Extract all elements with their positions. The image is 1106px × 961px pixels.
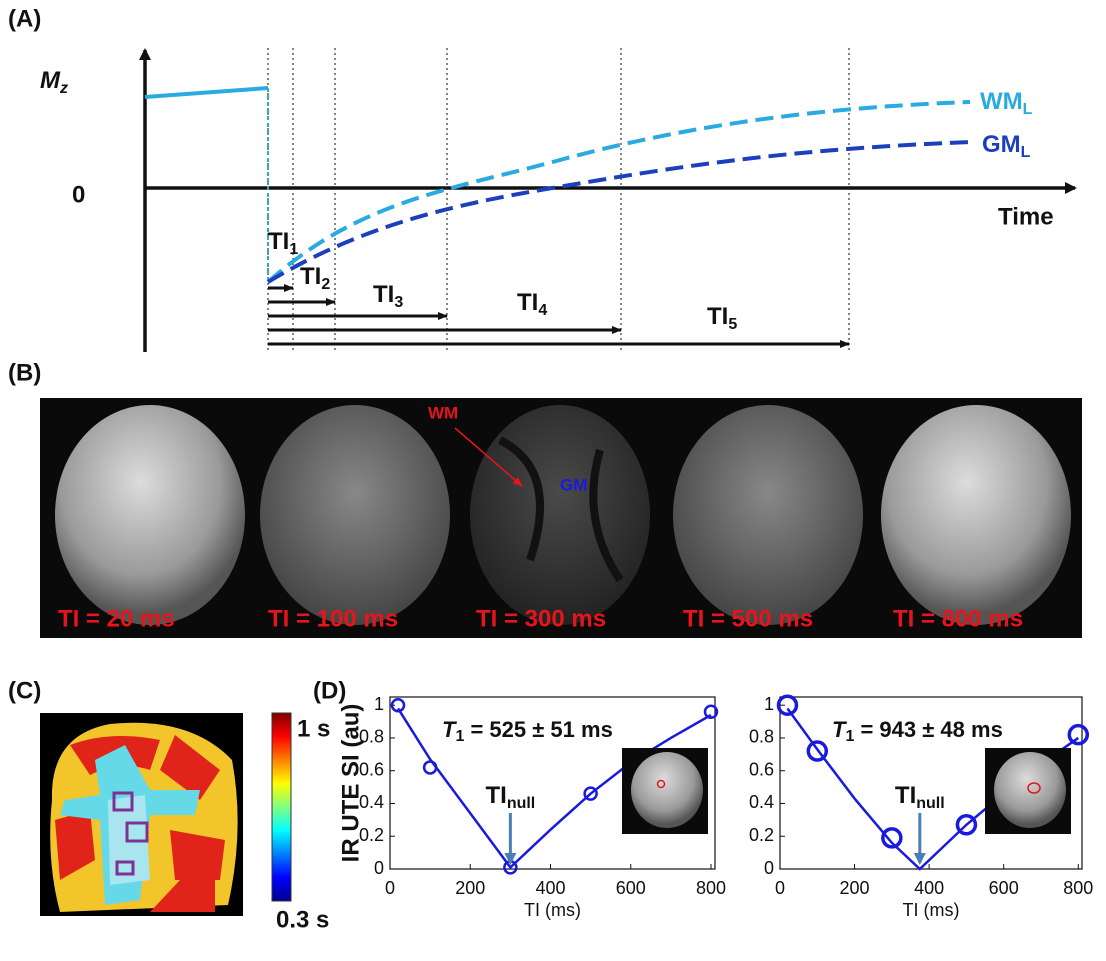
y-tick-label: 0 [764,858,774,878]
ti-label: TI5 [707,303,737,333]
inset [985,748,1071,834]
text: TI [485,782,506,809]
ti-label: TI2 [300,263,330,293]
ti-arrows [268,288,849,344]
subscript: 1 [289,241,298,258]
brain-image [260,405,450,625]
brain-image [470,405,650,625]
y-tick-label: 0.8 [749,727,774,747]
gm-label: GML [982,131,1031,161]
x-tick-label: 200 [455,878,485,898]
colorbar-label: 0.3 s [276,906,329,933]
panel-label: (B) [8,359,41,386]
ti-label: TI1 [268,228,298,258]
ti-label: TI4 [517,289,547,319]
dotted-lines [268,48,849,350]
ti-label: TI3 [373,281,403,311]
x-tick-label: 600 [616,878,646,898]
y-tick-label: 0.6 [749,759,774,779]
text: TI [895,782,916,809]
text: M [40,67,61,94]
subscript: z [59,80,68,97]
image-tiles [55,405,1071,625]
fit-annotation: T1 = 943 ± 48 ms [832,717,1003,745]
wm-curve [268,102,970,282]
panel-a: (A) Mz 0 Time WML GML TI1 TI2 TI3 TI4 [8,5,1075,352]
steady-state-curve [145,88,268,97]
text: TI [300,263,321,290]
colorbar-label: 1 s [297,715,330,742]
gm-label: GM [560,475,587,494]
y-tick-label: 0 [374,858,384,878]
y-tick-label: 0.4 [749,792,774,812]
panel-label: (C) [8,677,41,704]
panel-d: (D) 0 200 400 600 800 0 0.2 0.4 0.6 0.8 1 TI (ms) IR… [313,677,1093,919]
inset-brain [994,752,1066,828]
brain-image [55,405,245,625]
zero-label: 0 [72,181,85,208]
colorbar [272,713,291,901]
y-axis-label: IR UTE SI (au) [337,704,364,863]
panel-c: (C) 1 s 0.3 s [8,677,330,933]
panel-label: (A) [8,5,41,32]
image-label: TI = 800 ms [893,605,1023,632]
inset [622,748,708,834]
panel-b: (B) WM GM TI = 20 ms TI = 100 ms TI = 30… [8,359,1082,638]
x-axis-label: TI (ms) [903,900,960,920]
x-tick-label: 800 [1063,878,1093,898]
brain-image [881,405,1071,625]
y-tick-label: 0.2 [749,825,774,845]
subscript: 1 [845,728,854,745]
text: TI [707,303,728,330]
x-tick-label: 600 [989,878,1019,898]
subscript: L [1021,144,1031,161]
panel-label: (D) [313,677,346,704]
x-tick-label: 400 [914,878,944,898]
x-tick-label: 800 [696,878,726,898]
x-tick-label: 0 [385,878,395,898]
wm-label: WM [428,403,458,422]
text: TI [268,228,289,255]
y-tick-label: 1 [374,694,384,714]
wm-label: WML [980,88,1033,118]
image-label: TI = 20 ms [58,605,175,632]
figure: (A) Mz 0 Time WML GML TI1 TI2 TI3 TI4 [0,0,1106,961]
image-label: TI = 100 ms [268,605,398,632]
text: WM [980,88,1023,115]
x-tick-label: 200 [840,878,870,898]
subscript: null [916,795,944,812]
subscript: 2 [321,276,330,293]
y-axis-label: Mz [40,67,68,97]
text: = 943 ± 48 ms [854,717,1002,742]
image-label: TI = 300 ms [476,605,606,632]
subscript: 3 [394,294,403,311]
fit-annotation: T1 = 525 ± 51 ms [442,717,613,745]
x-axis-label: TI (ms) [524,900,581,920]
text: TI [517,289,538,316]
subscript: 5 [728,316,737,333]
text: TI [373,281,394,308]
text: = 525 ± 51 ms [464,717,612,742]
gm-curve [268,142,970,282]
x-tick-label: 400 [535,878,565,898]
text: GM [982,131,1021,158]
x-axis-label: Time [998,203,1054,230]
subscript: 1 [455,728,464,745]
brain-image [673,405,863,625]
inset-brain [631,752,703,828]
subscript: 4 [538,302,547,319]
subscript: null [507,795,535,812]
x-tick-label: 0 [775,878,785,898]
subscript: L [1023,101,1033,118]
y-tick-label: 1 [764,694,774,714]
image-label: TI = 500 ms [683,605,813,632]
